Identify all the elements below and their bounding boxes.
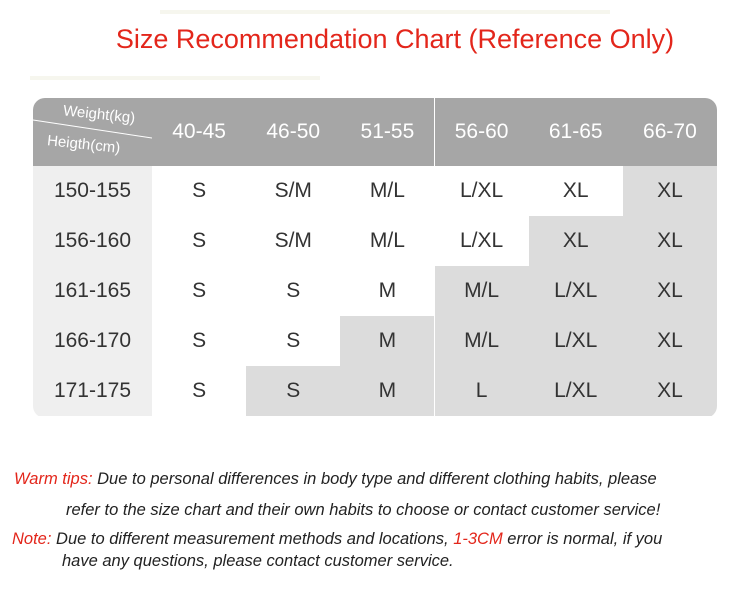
tips-label: Warm tips: [14, 470, 93, 488]
row-header: 161-165 [33, 266, 152, 316]
size-cell: M/L [340, 216, 435, 266]
decor [30, 76, 320, 80]
column-header: 40-45 [152, 98, 247, 166]
size-cell: L/XL [528, 366, 623, 416]
note-highlight: 1-3CM [453, 530, 503, 548]
decor [160, 10, 610, 14]
size-cell: XL [622, 266, 717, 316]
column-header: 46-50 [246, 98, 341, 166]
row-header: 156-160 [33, 216, 152, 266]
column-header: 56-60 [434, 98, 529, 166]
note-line: Note: Due to different measurement metho… [12, 530, 662, 549]
title: Size Recommendation Chart (Reference Onl… [115, 24, 675, 54]
size-cell: L/XL [528, 266, 623, 316]
size-cell: M [340, 366, 435, 416]
size-cell: S [152, 216, 247, 266]
size-cell: M/L [340, 166, 435, 216]
size-cell: S/M [246, 166, 341, 216]
size-cell: S [152, 366, 247, 416]
note-label: Note: [12, 530, 52, 548]
row-header: 166-170 [33, 316, 152, 366]
tips-line: refer to the size chart and their own ha… [66, 501, 661, 519]
size-cell: XL [622, 366, 717, 416]
note-text: Due to different measurement methods and… [56, 530, 449, 548]
size-cell: XL [528, 166, 623, 216]
size-cell: S [246, 366, 341, 416]
size-cell: XL [528, 216, 623, 266]
size-cell: S/M [246, 216, 341, 266]
row-header: 150-155 [33, 166, 152, 216]
size-cell: XL [622, 216, 717, 266]
size-cell: S [152, 166, 247, 216]
size-cell: L/XL [528, 316, 623, 366]
note-line: have any questions, please contact custo… [62, 552, 454, 570]
size-cell: S [246, 266, 341, 316]
size-cell: XL [622, 316, 717, 366]
note-text: error is normal, if you [507, 530, 663, 548]
column-header: 61-65 [528, 98, 623, 166]
column-header: 51-55 [340, 98, 435, 166]
size-cell: S [152, 316, 247, 366]
size-cell: L [434, 366, 529, 416]
size-cell: S [152, 266, 247, 316]
tips-text: Due to personal differences in body type… [97, 470, 657, 488]
row-header: 171-175 [33, 366, 152, 416]
diagonal [33, 119, 152, 139]
tips-line: Warm tips: Due to personal differences i… [14, 470, 657, 489]
size-cell: L/XL [434, 166, 529, 216]
size-cell: L/XL [434, 216, 529, 266]
size-table: Weight(kg) Heigth(cm) 40-45 46-50 51-55 56-… [33, 98, 717, 418]
corner-cell: Weight(kg) Heigth(cm) [33, 98, 152, 166]
size-cell: XL [622, 166, 717, 216]
size-cell: M/L [434, 316, 529, 366]
size-cell: M/L [434, 266, 529, 316]
size-cell: M [340, 316, 435, 366]
size-cell: S [246, 316, 341, 366]
size-cell: M [340, 266, 435, 316]
column-header: 66-70 [622, 98, 717, 166]
